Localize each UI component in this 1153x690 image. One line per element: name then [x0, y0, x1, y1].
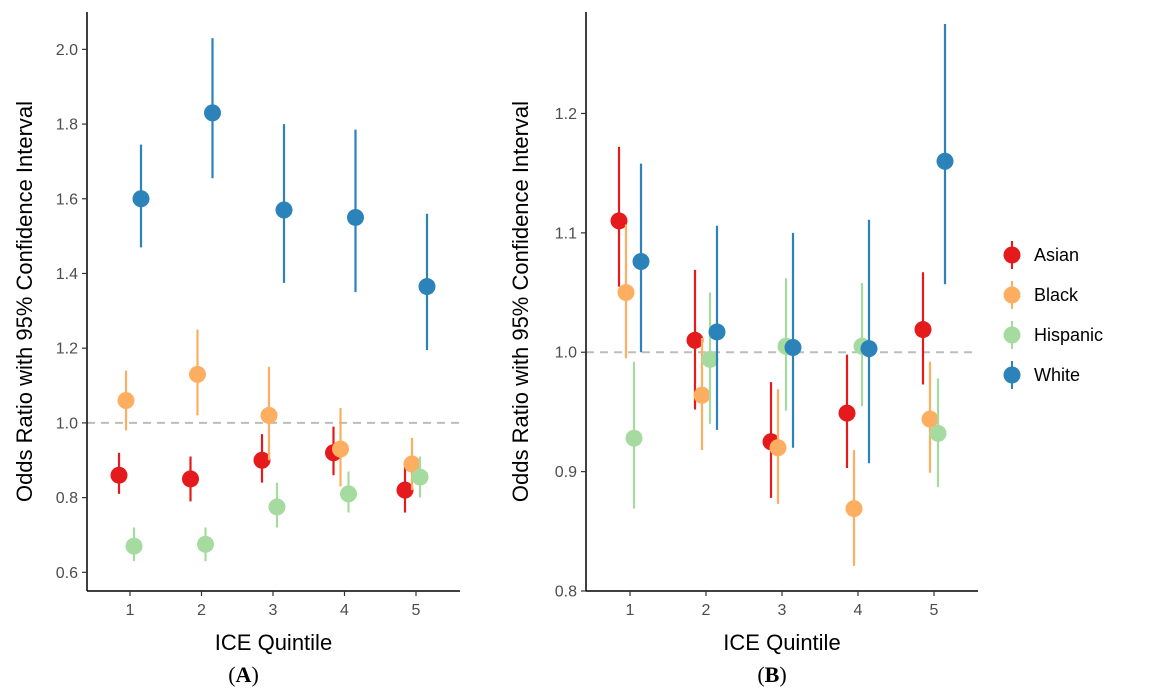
data-point — [411, 468, 429, 486]
x-tick-label: 3 — [778, 602, 787, 619]
x-tick-label: 1 — [126, 602, 135, 619]
y-axis-title-a: Odds Ratio with 95% Confidence Interval — [12, 101, 37, 502]
data-point — [701, 350, 719, 368]
series-hispanic-a — [125, 456, 429, 562]
y-tick-label: 1.1 — [555, 225, 577, 242]
data-point — [936, 152, 954, 170]
data-point — [693, 386, 711, 404]
series-black-a — [117, 329, 421, 491]
data-point — [632, 253, 650, 271]
series-black-b — [617, 224, 939, 566]
data-point — [340, 485, 357, 503]
data-point — [189, 365, 206, 383]
data-point — [686, 331, 704, 349]
x-tick-label: 4 — [854, 602, 863, 619]
panel-a: 0.6 0.8 1.0 1.2 1.4 1.6 1.8 2.0 1 2 3 4 5 ICE Quintil… — [12, 12, 460, 687]
data-point — [784, 338, 802, 356]
data-point — [845, 500, 863, 518]
data-point — [625, 429, 643, 447]
legend: Asian Black Hispanic White — [1003, 241, 1103, 389]
y-tick-label: 1.0 — [56, 415, 78, 432]
x-axis-title-b: ICE Quintile — [723, 630, 840, 655]
x-tick-label: 5 — [930, 602, 939, 619]
y-tick-label: 0.6 — [56, 565, 78, 582]
x-tick-label: 2 — [197, 602, 206, 619]
data-point — [838, 404, 856, 422]
series-asian-a — [110, 426, 414, 513]
data-point — [275, 201, 293, 219]
y-tick-label: 0.8 — [56, 490, 78, 507]
y-tick-label: 1.0 — [555, 345, 577, 362]
y-tick-label: 2.0 — [56, 42, 78, 59]
panel-label-b: (B) — [757, 662, 786, 687]
x-axis-title-a: ICE Quintile — [215, 630, 332, 655]
y-axis-title-b: Odds Ratio with 95% Confidence Interval — [508, 101, 533, 502]
y-tick-label: 1.2 — [56, 341, 78, 358]
x-tick-label: 5 — [412, 602, 421, 619]
legend-label: Hispanic — [1034, 325, 1103, 345]
y-tick-label: 1.2 — [555, 106, 577, 123]
data-point — [921, 410, 939, 428]
x-tick-label: 2 — [702, 602, 711, 619]
legend-item-black: Black — [1003, 281, 1079, 309]
data-point — [197, 535, 214, 553]
series-white-a — [132, 38, 436, 351]
x-tick-label: 4 — [340, 602, 349, 619]
data-point — [132, 190, 150, 208]
series-white-b — [632, 23, 954, 464]
data-point — [914, 321, 932, 339]
legend-key-point — [1003, 286, 1021, 304]
y-tick-label: 0.9 — [555, 464, 577, 481]
panel-b: 0.8 0.9 1.0 1.1 1.2 1 2 3 4 5 ICE Quintile Odds Rat… — [508, 12, 978, 687]
data-point — [125, 537, 143, 555]
data-point — [110, 466, 128, 484]
legend-label: White — [1034, 365, 1080, 385]
data-point — [204, 104, 221, 122]
data-point — [403, 455, 421, 473]
data-point — [182, 470, 199, 488]
data-point — [418, 278, 436, 296]
y-tick-label: 0.8 — [555, 584, 577, 601]
data-point — [769, 439, 787, 457]
data-point — [253, 451, 271, 469]
data-point — [610, 212, 628, 230]
legend-item-white: White — [1003, 361, 1080, 389]
series-hispanic-b — [625, 278, 947, 509]
series-asian-b — [610, 146, 932, 498]
data-point — [617, 284, 635, 302]
y-tick-label: 1.8 — [56, 117, 78, 134]
legend-item-hispanic: Hispanic — [1003, 321, 1103, 349]
data-point — [347, 208, 364, 226]
x-tick-label: 1 — [626, 602, 635, 619]
legend-key-point — [1003, 366, 1021, 384]
data-point — [708, 323, 726, 341]
y-tick-label: 1.6 — [56, 191, 78, 208]
data-point — [332, 440, 349, 458]
data-point — [396, 481, 414, 499]
legend-key-point — [1003, 326, 1021, 344]
legend-label: Black — [1034, 285, 1079, 305]
y-tick-label: 1.4 — [56, 266, 78, 283]
data-point — [860, 340, 878, 358]
legend-key-point — [1003, 246, 1021, 264]
legend-item-asian: Asian — [1003, 241, 1079, 269]
data-point — [117, 391, 135, 409]
panel-label-a: (A) — [228, 662, 259, 687]
legend-label: Asian — [1034, 245, 1079, 265]
x-tick-label: 3 — [269, 602, 278, 619]
data-point — [260, 406, 278, 424]
data-point — [268, 498, 286, 516]
data-point — [929, 424, 947, 442]
